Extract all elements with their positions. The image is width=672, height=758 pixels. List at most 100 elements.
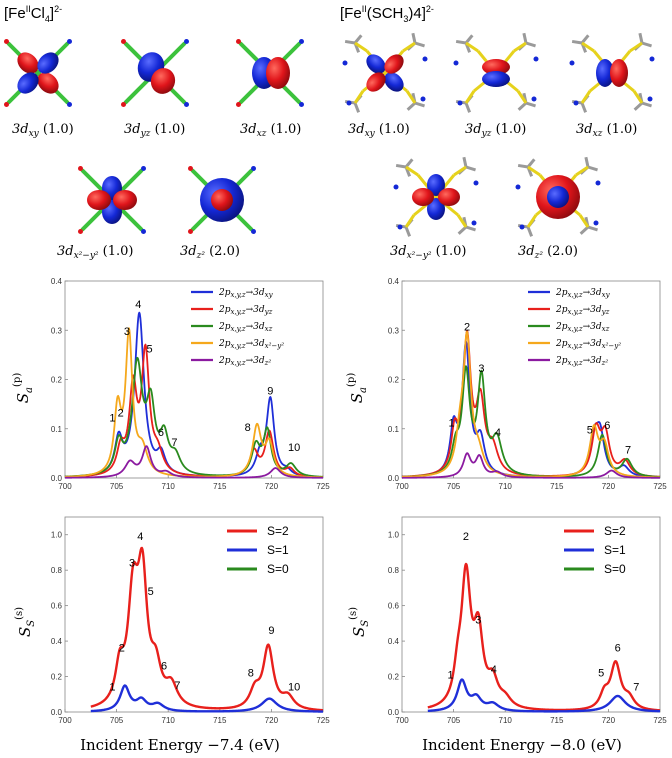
methyl-bond bbox=[525, 101, 536, 108]
plot-frame bbox=[401, 516, 661, 713]
s-bond bbox=[526, 214, 538, 228]
ligand-lobe bbox=[67, 102, 72, 107]
peak-label: 8 bbox=[245, 422, 251, 434]
x-tick-label: 700 bbox=[58, 482, 72, 491]
legend-entry: S=2 bbox=[604, 524, 626, 538]
methyl-bond bbox=[353, 34, 363, 44]
ligand-lobe bbox=[251, 166, 256, 171]
xlabel-right: Incident Energy −8.0 (eV) bbox=[422, 736, 622, 754]
lobe bbox=[610, 59, 628, 87]
peak-label: 1 bbox=[109, 412, 115, 424]
lobe bbox=[427, 198, 445, 220]
xlabel-left: Incident Energy −7.4 (eV) bbox=[80, 736, 280, 754]
s-bond bbox=[581, 41, 595, 53]
y-tick-label: 0.1 bbox=[388, 425, 400, 434]
small-lobe bbox=[515, 184, 521, 190]
methyl-bond bbox=[587, 165, 598, 172]
methyl-bond bbox=[404, 158, 414, 168]
x-tick-label: 715 bbox=[550, 716, 564, 725]
methyl-bond bbox=[526, 226, 534, 237]
lobe bbox=[87, 190, 111, 210]
peak-label: 3 bbox=[478, 363, 484, 375]
x-tick-label: 705 bbox=[110, 482, 124, 491]
methyl-bond bbox=[395, 163, 407, 169]
ylabel-top-left: Sa(p) bbox=[12, 373, 35, 404]
x-tick-label: 705 bbox=[110, 716, 124, 725]
lobe bbox=[366, 72, 386, 92]
methyl-bond bbox=[580, 102, 588, 113]
methyl-bond bbox=[465, 225, 476, 232]
x-tick-label: 720 bbox=[602, 482, 616, 491]
small-lobe bbox=[569, 60, 575, 66]
methyl-bond bbox=[414, 101, 425, 108]
y-tick-label: 0.3 bbox=[51, 326, 63, 335]
x-tick-label: 720 bbox=[602, 716, 616, 725]
ylabel-bottom-left: SS(s) bbox=[14, 607, 37, 637]
small-lobe bbox=[346, 100, 352, 106]
ligand-lobe bbox=[78, 229, 83, 234]
x-tick-label: 700 bbox=[395, 482, 409, 491]
x-tick-label: 725 bbox=[653, 716, 667, 725]
orbital-fecl4-dx2y2 bbox=[78, 166, 146, 234]
lobe bbox=[150, 68, 176, 94]
methyl-bond bbox=[580, 34, 590, 44]
lobe bbox=[384, 54, 404, 74]
ligand-lobe bbox=[141, 166, 146, 171]
y-tick-label: 0.8 bbox=[51, 566, 63, 575]
small-lobe bbox=[595, 180, 601, 186]
methyl-bond bbox=[462, 156, 468, 168]
s-bond bbox=[405, 90, 417, 104]
legend-entry: S=1 bbox=[267, 543, 289, 557]
peak-label: 3 bbox=[475, 614, 481, 626]
orbital-labels-right: 3dxy (1.0) 3dyz (1.0) 3dxz (1.0) 3dx²−y²… bbox=[348, 122, 637, 261]
ylabel-bottom-right: SS(s) bbox=[348, 607, 371, 637]
small-lobe bbox=[573, 100, 579, 106]
s-bond bbox=[580, 90, 592, 104]
methyl-bond bbox=[579, 225, 590, 235]
small-lobe bbox=[647, 96, 653, 102]
orbital-label-dz2-right: 3dz² (2.0) bbox=[518, 244, 578, 261]
s-bond bbox=[354, 41, 368, 53]
small-lobe bbox=[473, 180, 479, 186]
orbital-fesch3-dx2y2 bbox=[393, 156, 479, 237]
small-lobe bbox=[593, 220, 599, 226]
peak-label: 4 bbox=[137, 531, 143, 543]
y-tick-label: 1.0 bbox=[388, 531, 400, 540]
chart-bottom-left: 700 705 710 715 720 7250.00.20.40.60.81.01234… bbox=[51, 516, 330, 725]
ligand-lobe bbox=[299, 102, 304, 107]
legend-entry: 2px,y,z→3dxz bbox=[218, 322, 273, 333]
legend-entry: 2px,y,z→3dyz bbox=[555, 305, 610, 316]
small-lobe bbox=[533, 56, 539, 62]
methyl-bond bbox=[638, 32, 644, 44]
y-tick-label: 0.8 bbox=[388, 566, 400, 575]
s-bond bbox=[402, 41, 416, 53]
lobe bbox=[17, 72, 39, 94]
orbital-fesch3-dxy bbox=[342, 32, 428, 113]
small-lobe bbox=[393, 184, 399, 190]
methyl-bond bbox=[465, 165, 476, 172]
svg-text:Sa(p): Sa(p) bbox=[12, 373, 35, 404]
methyl-bond bbox=[525, 41, 536, 48]
peak-label: 6 bbox=[615, 643, 621, 655]
small-lobe bbox=[471, 220, 477, 226]
methyl-bond bbox=[633, 101, 644, 111]
series-line bbox=[401, 452, 661, 479]
ligand-lobe bbox=[121, 102, 126, 107]
series-line bbox=[401, 365, 661, 478]
peak-label: 7 bbox=[171, 437, 177, 449]
ligand-lobe bbox=[236, 39, 241, 44]
peak-label: 3 bbox=[129, 558, 135, 570]
orbital-label-dx2y2-left: 3dx²−y² (1.0) bbox=[57, 244, 133, 261]
ligand-lobe bbox=[188, 166, 193, 171]
s-bond bbox=[516, 90, 528, 104]
lobe bbox=[482, 71, 510, 87]
x-tick-label: 710 bbox=[499, 716, 513, 725]
x-tick-label: 710 bbox=[162, 482, 176, 491]
ligand-lobe bbox=[141, 229, 146, 234]
x-tick-label: 725 bbox=[653, 482, 667, 491]
x-tick-label: 720 bbox=[265, 482, 279, 491]
legend-entry: 2px,y,z→3dz² bbox=[555, 356, 608, 367]
peak-label: 5 bbox=[148, 586, 154, 598]
y-tick-label: 0.0 bbox=[388, 708, 400, 717]
